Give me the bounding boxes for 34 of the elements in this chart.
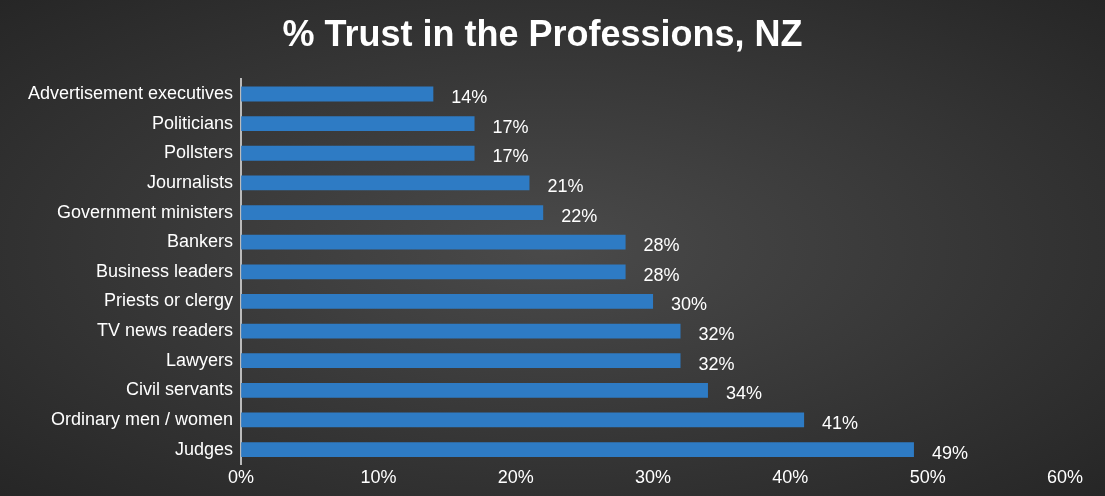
y-tick-label: TV news readers	[97, 320, 234, 341]
y-tick-label: Ordinary men / women	[51, 408, 234, 429]
y-tick-label: Lawyers	[166, 349, 234, 370]
y-tick-label: Business leaders	[96, 260, 234, 281]
x-tick-label: 40%	[772, 467, 809, 488]
data-label: 17%	[492, 116, 529, 137]
data-label: 34%	[725, 383, 762, 404]
data-label: 14%	[451, 86, 488, 107]
data-label: 28%	[643, 235, 680, 256]
y-tick-label: Bankers	[167, 231, 234, 252]
data-label: 22%	[561, 205, 598, 226]
data-label: 32%	[698, 353, 735, 374]
y-tick-label: Government ministers	[57, 201, 234, 222]
y-tick-label: Priests or clergy	[104, 290, 234, 311]
chart-title: % Trust in the Professions, NZ	[282, 12, 803, 54]
y-tick-label: Judges	[175, 438, 234, 459]
y-tick-label: Advertisement executives	[28, 82, 234, 103]
x-tick-label: 50%	[909, 467, 946, 488]
x-tick-label: 10%	[360, 467, 397, 488]
x-tick-label: 30%	[635, 467, 672, 488]
x-tick-label: 60%	[1046, 467, 1084, 488]
data-label: 28%	[643, 264, 680, 285]
data-label: 17%	[492, 146, 529, 167]
y-tick-label: Pollsters	[164, 142, 234, 163]
data-label: 49%	[931, 442, 968, 463]
y-tick-label: Civil servants	[126, 379, 234, 400]
x-tick-label: 20%	[497, 467, 534, 488]
y-tick-label: Politicians	[152, 112, 234, 133]
y-tick-label: Journalists	[147, 171, 234, 192]
data-label: 30%	[671, 294, 708, 315]
data-label: 21%	[547, 175, 584, 196]
data-label: 41%	[822, 412, 859, 433]
data-label: 32%	[698, 324, 735, 345]
x-tick-label: 0%	[228, 467, 255, 488]
